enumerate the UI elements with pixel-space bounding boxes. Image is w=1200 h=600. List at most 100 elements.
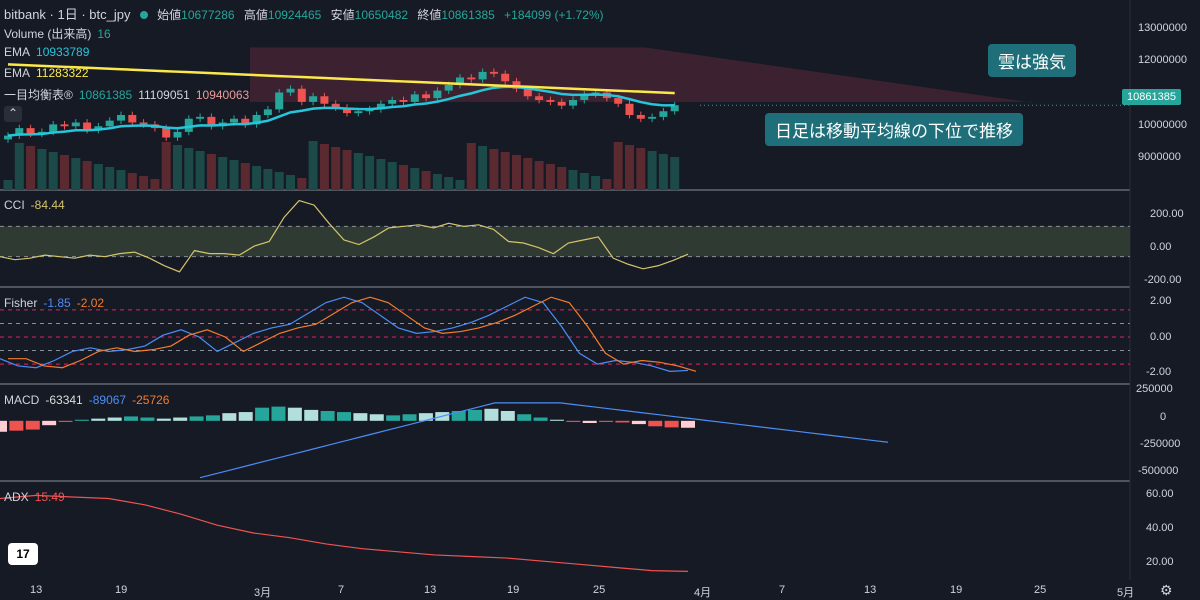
candle-body	[580, 94, 589, 100]
volume-bar	[534, 161, 544, 190]
macd-v2: -89067	[88, 393, 127, 407]
volume-bar	[297, 178, 307, 190]
macd-histogram-bar	[25, 420, 40, 430]
candle-body	[94, 126, 103, 130]
candle-body	[501, 73, 510, 82]
candle-body	[128, 115, 137, 123]
volume-label: Volume (出来高)	[4, 27, 92, 41]
volume-bar	[286, 175, 295, 190]
adx-label: ADX	[4, 490, 29, 504]
macd-legend[interactable]: MACD -63341 -89067 -25726	[4, 393, 175, 407]
fisher-legend[interactable]: Fisher -1.85 -2.02	[4, 296, 110, 310]
macd-line	[199, 402, 889, 479]
ema1-value: 10933789	[36, 45, 90, 59]
volume-bar	[410, 168, 420, 190]
macd-histogram-bar	[124, 416, 139, 421]
candle-body	[275, 92, 284, 110]
adx-legend[interactable]: ADX 15.49	[4, 490, 71, 504]
volume-bar	[218, 157, 228, 190]
collapse-chevron-icon[interactable]: ⌃	[4, 106, 22, 122]
volume-bar	[353, 153, 363, 190]
volume-bar	[240, 163, 250, 190]
macd-histogram-bar	[582, 420, 597, 424]
candle-body	[196, 116, 205, 119]
candle-body	[230, 118, 238, 123]
candle-body	[117, 115, 125, 121]
cci-tick: 200.00	[1150, 208, 1184, 220]
cci-legend[interactable]: CCI -84.44	[4, 198, 71, 212]
ema-short-line	[7, 85, 675, 137]
macd-histogram-bar	[42, 420, 57, 426]
volume-bar	[60, 155, 69, 190]
volume-bar	[613, 142, 623, 190]
macd-histogram-bar	[664, 420, 679, 428]
candle-body	[297, 88, 306, 102]
candle-body	[523, 88, 532, 97]
candle-body	[60, 124, 69, 127]
volume-bar	[376, 159, 386, 190]
macd-histogram-bar	[9, 420, 24, 431]
adx-tick: 20.00	[1146, 556, 1174, 568]
adx-value: 15.49	[34, 490, 65, 504]
symbol-label[interactable]: bitbank · 1日 · btc_jpy	[4, 7, 131, 22]
candle-body	[569, 100, 577, 106]
candle-body	[331, 103, 340, 108]
candle-body	[343, 107, 351, 114]
ichimoku-v1: 10861385	[78, 88, 133, 102]
macd-histogram-bar	[500, 410, 515, 421]
volume-bar	[82, 161, 92, 190]
macd-histogram-bar	[271, 406, 286, 421]
candle-body	[83, 122, 92, 130]
macd-histogram-bar	[320, 410, 335, 421]
candle-body	[535, 96, 544, 100]
candle-body	[456, 77, 464, 85]
candle-body	[4, 135, 12, 140]
legend-ema2[interactable]: EMA 11283322	[4, 66, 95, 80]
volume-bar	[263, 169, 273, 190]
volume-bar	[500, 152, 510, 190]
candle-body	[184, 118, 193, 132]
volume-bar	[399, 165, 408, 190]
volume-bar	[489, 149, 499, 190]
candle-body	[410, 94, 419, 102]
candle-body	[467, 77, 476, 80]
volume-bar	[342, 150, 352, 190]
macd-histogram-bar	[58, 420, 73, 422]
macd-histogram-bar	[402, 414, 417, 421]
macd-histogram-bar	[681, 420, 695, 428]
volume-bar	[523, 158, 533, 190]
settings-gear-icon[interactable]: ⚙	[1160, 582, 1173, 598]
candle-body	[15, 128, 24, 136]
volume-bar	[545, 164, 555, 190]
macd-v3: -25726	[132, 393, 170, 407]
candle-body	[252, 115, 261, 125]
macd-histogram-bar	[189, 416, 204, 421]
macd-v1: -63341	[45, 393, 83, 407]
candle-body	[478, 71, 487, 80]
fisher-v1: -1.85	[43, 296, 71, 310]
legend-ema1[interactable]: EMA 10933789	[4, 45, 95, 59]
macd-histogram-bar	[615, 420, 630, 423]
low-value: 10650482	[354, 8, 409, 22]
time-axis-label: 19	[950, 584, 963, 596]
price-tick: 10000000	[1138, 119, 1187, 131]
time-axis-label: 3月	[254, 587, 272, 599]
cci-label: CCI	[4, 198, 25, 212]
macd-histogram-bar	[156, 418, 171, 421]
macd-histogram-bar	[255, 407, 270, 421]
low-label: 安値	[330, 8, 355, 22]
legend-volume[interactable]: Volume (出来高) 16	[4, 25, 117, 42]
legend-ichimoku[interactable]: 一目均衡表® 10861385 11109051 10940063	[4, 86, 255, 103]
time-axis-label: 5月	[1117, 587, 1135, 599]
macd-histogram-bar	[451, 410, 466, 421]
tradingview-logo[interactable]: 17	[8, 543, 38, 565]
volume-bar	[387, 162, 397, 190]
volume-bar	[602, 179, 612, 190]
volume-bar	[478, 146, 488, 190]
volume-bar	[139, 176, 149, 190]
volume-bar	[48, 152, 58, 190]
time-axis-label: 7	[779, 584, 786, 596]
ema-long-line	[7, 63, 675, 95]
cci-line	[0, 199, 689, 273]
